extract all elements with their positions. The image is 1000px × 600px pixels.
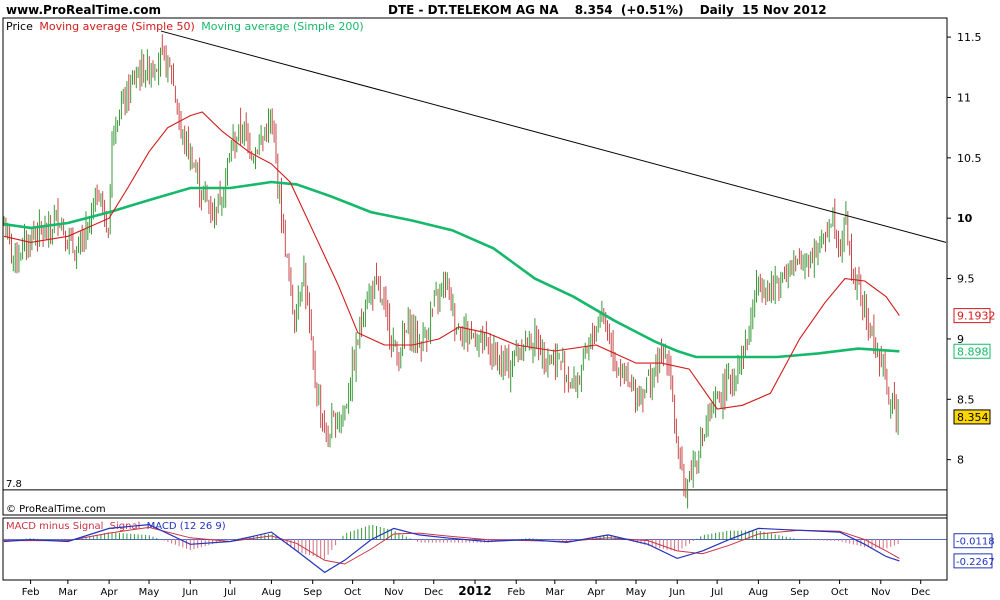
legend-ma200: Moving average (Simple 200) xyxy=(201,20,363,33)
price-change: (+0.51%) xyxy=(621,3,684,17)
svg-text:DTE - DT.TELEKOM AG NA 8: DTE - DT.TELEKOM AG NA 8.354 (+0.51%) Da… xyxy=(388,3,827,17)
x-tick-label: Oct xyxy=(344,587,361,598)
site-title[interactable]: www.ProRealTime.com xyxy=(6,3,161,17)
interval-label: Daily xyxy=(700,3,734,17)
x-tick-label: Jul xyxy=(223,587,236,598)
macd-legend-macd: MACD (12 26 9) xyxy=(147,521,226,532)
y-tick-label: 8 xyxy=(957,454,964,467)
y-tick-label: 9 xyxy=(957,333,964,346)
support-level-label: 7.8 xyxy=(6,479,22,490)
x-tick-label: Mar xyxy=(545,587,565,598)
time-axis: Feb Mar Apr May Jun Jul Aug Sep Oct Nov Dec 2012 Feb… xyxy=(22,580,930,598)
svg-text:Price Moving average (Si: Price Moving average (Simple 50) Moving … xyxy=(6,20,364,33)
x-tick-label: Dec xyxy=(911,587,930,598)
price-axis: 11.5 11 10.5 10 9.5 9 8.5 8 xyxy=(947,31,982,467)
price-gridlines: 7.8 xyxy=(3,479,947,491)
ma50-value-box xyxy=(953,308,991,324)
macd-value-box xyxy=(953,553,993,569)
x-tick-label: Aug xyxy=(749,587,769,598)
macd-value-label: -0.2267 xyxy=(956,557,995,568)
x-tick-label: Feb xyxy=(22,587,40,598)
x-tick-label: Feb xyxy=(507,587,525,598)
price-bars xyxy=(3,34,899,509)
y-tick-label: 11 xyxy=(957,91,971,104)
x-tick-label: May xyxy=(139,587,160,598)
x-tick-label: Sep xyxy=(790,587,809,598)
macd-value-label: -0.0118 xyxy=(956,537,995,548)
x-tick-label: Aug xyxy=(262,587,282,598)
y-tick-label: 8.5 xyxy=(957,393,975,406)
x-tick-label: Jul xyxy=(710,587,723,598)
ma200-value-label: 8.898 xyxy=(957,345,989,358)
x-tick-label: Nov xyxy=(384,587,404,598)
x-tick-label: 2012 xyxy=(458,584,491,598)
chart-date: 15 Nov 2012 xyxy=(742,3,827,17)
watermark: © ProRealTime.com xyxy=(6,504,106,515)
x-tick-label: Jun xyxy=(668,587,685,598)
x-tick-label: Mar xyxy=(58,587,78,598)
x-tick-label: Nov xyxy=(871,587,891,598)
ma50-value-label: 9.1932 xyxy=(957,310,996,323)
ma200-line xyxy=(3,180,900,359)
x-tick-label: Sep xyxy=(303,587,322,598)
y-tick-label: 10.5 xyxy=(957,152,982,165)
macd-value-box xyxy=(953,533,993,549)
x-tick-label: Oct xyxy=(831,587,848,598)
price-value-label: 8.354 xyxy=(957,411,989,424)
macd-panel-frame xyxy=(2,517,948,581)
x-tick-label: May xyxy=(626,587,647,598)
value-labels: 9.1932 8.898 8.354 xyxy=(953,308,996,425)
macd-legend-hist: MACD minus Signal xyxy=(6,521,103,532)
x-tick-label: Apr xyxy=(100,587,118,598)
macd-line xyxy=(3,523,900,574)
legend-ma50: Moving average (Simple 50) xyxy=(39,20,194,33)
y-tick-label: 10 xyxy=(957,212,973,225)
instrument-name: DTE - DT.TELEKOM AG NA xyxy=(388,3,559,17)
x-tick-label: Apr xyxy=(587,587,605,598)
y-tick-label: 9.5 xyxy=(957,273,975,286)
macd-signal-line xyxy=(4,526,900,565)
svg-text:MACD minus Signal Signal: MACD minus Signal Signal MACD (12 26 9) xyxy=(6,521,226,532)
x-tick-label: Dec xyxy=(424,587,443,598)
price-value-box xyxy=(953,409,991,425)
y-tick-label: 11.5 xyxy=(957,31,982,44)
legend-price: Price xyxy=(6,20,33,33)
x-tick-label: Jun xyxy=(181,587,198,598)
last-price: 8.354 xyxy=(575,3,613,17)
overlay-lines xyxy=(3,30,947,410)
ma50-line xyxy=(3,111,900,410)
trendline xyxy=(160,30,947,243)
macd-indicator: -0.0118 -0.2267 xyxy=(3,523,995,574)
ma200-value-box xyxy=(953,343,991,359)
